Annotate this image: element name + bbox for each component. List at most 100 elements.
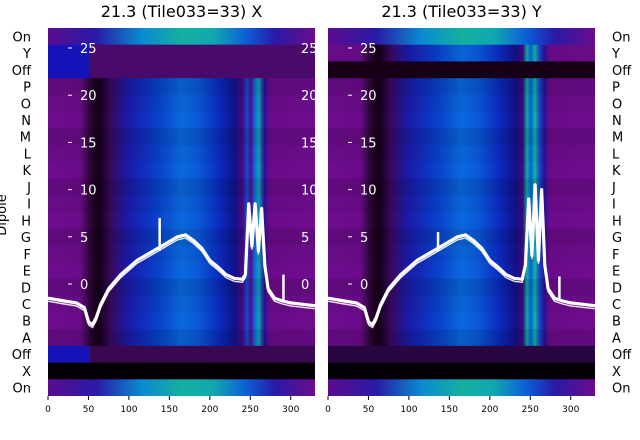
heatmap-row [328, 295, 595, 313]
heatmap-row [328, 44, 595, 62]
row-label-left: On [13, 30, 31, 45]
row-label-left: D [21, 281, 31, 296]
row-label-right: A [612, 331, 621, 346]
row-label-right: P [612, 81, 620, 96]
row-label-left: F [24, 248, 31, 263]
row-label-right: B [612, 315, 621, 330]
heatmap-row [328, 145, 595, 162]
row-label-right: L [612, 147, 620, 162]
row-on-bottom [328, 379, 595, 396]
overlay-y-tick-label: 0 [360, 278, 368, 293]
row-off-block [48, 345, 90, 363]
y-axis-label: Dipole [0, 194, 10, 235]
heatmap-row [328, 128, 595, 146]
row-x-dark [328, 362, 595, 380]
x-tick-label: 300 [282, 405, 299, 415]
heatmap-row [48, 178, 315, 196]
row-label-left: C [22, 298, 31, 313]
heatmap-row [48, 145, 315, 162]
row-label-right: M [612, 131, 623, 146]
heatmap-row [48, 128, 315, 146]
row-label-right: F [612, 248, 619, 263]
x-tick-label: 300 [562, 405, 579, 415]
heatmap-body [48, 28, 315, 396]
row-label-right: E [612, 265, 620, 280]
overlay-y-tick-label: 20 [360, 89, 377, 104]
overlay-y-tick-label-right: 25 [301, 42, 318, 57]
heatmap-row [328, 178, 595, 196]
row-label-right: J [611, 181, 616, 196]
row-label-left: G [21, 231, 31, 246]
overlay-y-tick-label: 25 [360, 42, 377, 57]
row-label-left: B [22, 315, 31, 330]
x-tick-label: 150 [441, 405, 458, 415]
overlay-y-tick-label: 10 [80, 184, 97, 199]
x-tick-label: 250 [242, 405, 259, 415]
panel-y: 21.3 (Tile033=33) Y 0 5 10 15 20 250 50 100 150 20… [325, 2, 596, 415]
row-label-right: Off [612, 64, 632, 79]
heatmap-row [48, 295, 315, 313]
line-series-echo [327, 187, 596, 329]
x-tick-label: 0 [45, 405, 51, 415]
chart-title: 21.3 (Tile033=33) Y [381, 2, 542, 21]
heatmap-row [48, 78, 315, 95]
row-label-left: P [23, 81, 31, 96]
heatmap-row [48, 245, 315, 263]
overlay-y-tick-label-right: 15 [301, 136, 318, 151]
row-off-band [90, 345, 315, 363]
heatmap-row [328, 245, 595, 263]
row-label-left: X [22, 365, 31, 380]
row-label-left: I [27, 198, 31, 213]
x-tick-label: 150 [161, 405, 178, 415]
row-y-band [90, 44, 315, 79]
row-label-right: X [612, 365, 621, 380]
heatmap-body [328, 28, 595, 396]
row-label-right: K [612, 164, 621, 179]
overlay-y-tick-label: 25 [80, 42, 97, 57]
row-label-left: Y [22, 47, 31, 62]
x-tick-label: 50 [83, 405, 95, 415]
x-tick-label: 100 [120, 405, 137, 415]
row-label-right: C [612, 298, 621, 313]
row-label-right: D [612, 281, 622, 296]
row-on-top [328, 28, 595, 45]
row-label-left: N [21, 114, 31, 129]
overlay-y-tick-label: 15 [360, 136, 377, 151]
overlay-y-tick-label-right: 20 [301, 89, 318, 104]
row-label-left: M [20, 131, 31, 146]
row-label-left: Off [12, 64, 32, 79]
row-label-right: Off [612, 348, 632, 363]
row-on-top [48, 28, 315, 45]
x-tick-label: 250 [522, 405, 539, 415]
overlay-y-tick-label: 0 [80, 278, 88, 293]
x-tick-label: 200 [481, 405, 498, 415]
row-off-dark [328, 61, 595, 79]
overlay-y-tick-label: 5 [360, 231, 368, 246]
row-label-left: Off [12, 348, 32, 363]
overlay-y-tick-label: 10 [360, 184, 377, 199]
row-label-right: G [612, 231, 622, 246]
row-label-left: E [23, 265, 31, 280]
row-label-right: I [612, 198, 616, 213]
row-label-left: J [26, 181, 31, 196]
heatmap-row [328, 329, 595, 346]
row-label-left: L [24, 147, 32, 162]
overlay-y-tick-label-right: 10 [301, 184, 318, 199]
overlay-y-tick-label-right: 5 [301, 231, 309, 246]
heatmap-row [328, 94, 595, 112]
heatmap-row [328, 78, 595, 95]
x-tick-label: 100 [400, 405, 417, 415]
row-label-left: On [13, 382, 31, 397]
row-label-right: On [612, 382, 630, 397]
row-x-dark [48, 362, 315, 380]
x-tick-label: 50 [363, 405, 375, 415]
row-label-left: A [22, 331, 31, 346]
row-label-right: O [612, 97, 622, 112]
chart-title: 21.3 (Tile033=33) X [101, 2, 263, 21]
row-off-band [328, 345, 595, 363]
overlay-y-tick-label-right: 0 [301, 278, 309, 293]
overlay-y-tick-label: 15 [80, 136, 97, 151]
